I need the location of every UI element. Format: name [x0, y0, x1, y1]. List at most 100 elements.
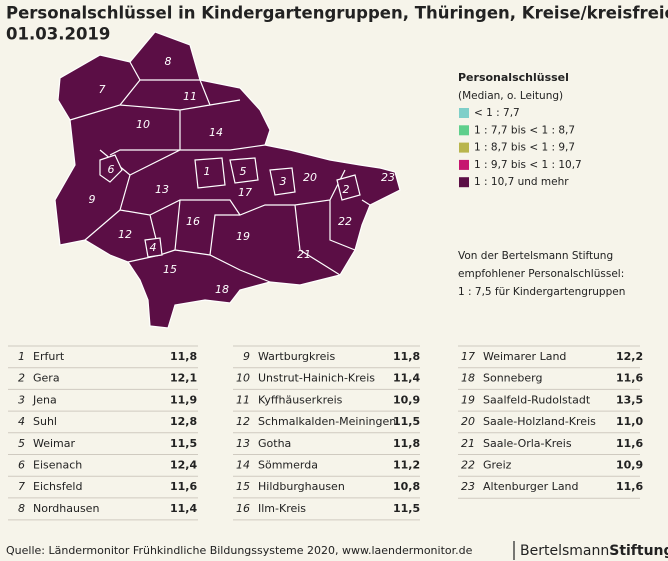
- row-name: Greiz: [483, 459, 512, 472]
- row-name: Saalfeld-Rudolstadt: [483, 393, 591, 406]
- row-value: 11,4: [170, 502, 197, 515]
- row-value: 10,8: [393, 480, 420, 493]
- row-number: 6: [18, 459, 25, 472]
- row-value: 11,8: [393, 350, 420, 363]
- row-number: 10: [236, 372, 250, 385]
- map-label: 6: [108, 163, 115, 176]
- map-label: 3: [280, 175, 287, 188]
- row-value: 11,9: [170, 393, 197, 406]
- brand: BertelsmannStiftung: [520, 543, 668, 559]
- row-number: 22: [461, 459, 475, 472]
- row-number: 2: [18, 372, 25, 385]
- row-number: 5: [18, 437, 25, 450]
- row-name: Schmalkalden-Meiningen: [258, 415, 396, 428]
- row-value: 11,0: [616, 415, 643, 428]
- note-line: empfohlener Personalschlüssel:: [458, 268, 624, 280]
- row-value: 10,9: [393, 393, 420, 406]
- row-name: Saale-Holzland-Kreis: [483, 415, 596, 428]
- row-value: 11,5: [393, 502, 420, 515]
- map: [54, 31, 401, 329]
- row-number: 8: [18, 502, 25, 515]
- legend-swatch: [459, 177, 469, 188]
- map-city: [194, 157, 226, 189]
- title: Personalschlüssel in Kindergartengruppen…: [6, 4, 668, 23]
- map-label: 13: [155, 183, 169, 196]
- map-label: 7: [99, 83, 106, 96]
- legend-label: 1 : 9,7 bis < 1 : 10,7: [474, 159, 582, 171]
- brand-a: Bertelsmann: [520, 543, 609, 559]
- row-value: 11,2: [393, 459, 420, 472]
- map-city: [144, 237, 163, 258]
- row-value: 10,9: [616, 459, 643, 472]
- legend-swatch: [459, 108, 469, 118]
- row-value: 11,6: [170, 480, 197, 493]
- row-name: Sonneberg: [483, 372, 543, 385]
- row-number: 23: [461, 480, 475, 493]
- row-value: 12,4: [170, 459, 197, 472]
- map-label: 2: [343, 183, 350, 196]
- note-line: 1 : 7,5 für Kindergartengruppen: [458, 286, 625, 298]
- map-label: 11: [183, 90, 197, 103]
- map-label: 8: [165, 55, 172, 68]
- row-number: 14: [236, 459, 250, 472]
- row-value: 11,8: [393, 437, 420, 450]
- row-number: 15: [236, 480, 250, 493]
- row-number: 1: [18, 350, 25, 363]
- row-name: Nordhausen: [33, 502, 99, 515]
- row-name: Saale-Orla-Kreis: [483, 437, 572, 450]
- map-city: [229, 157, 259, 184]
- row-number: 21: [461, 437, 475, 450]
- row-name: Gera: [33, 372, 60, 385]
- row-number: 4: [18, 415, 25, 428]
- map-label: 10: [136, 118, 150, 131]
- row-name: Unstrut-Hainich-Kreis: [258, 372, 375, 385]
- legend-swatch: [459, 142, 469, 153]
- row-number: 3: [18, 393, 25, 406]
- row-name: Suhl: [33, 415, 57, 428]
- legend-label: 1 : 7,7 bis < 1 : 8,7: [474, 124, 575, 136]
- row-value: 11,6: [616, 372, 643, 385]
- row-value: 12,8: [170, 415, 197, 428]
- row-number: 13: [236, 437, 250, 450]
- row-name: Erfurt: [33, 350, 65, 363]
- row-value: 13,5: [616, 393, 643, 406]
- row-name: Weimarer Land: [483, 350, 566, 363]
- map-label: 18: [215, 283, 229, 296]
- map-label: 19: [236, 230, 250, 243]
- row-name: Jena: [32, 393, 57, 406]
- row-value: 11,8: [170, 350, 197, 363]
- map-label: 21: [297, 248, 311, 261]
- map-label: 1: [204, 165, 211, 178]
- row-value: 11,4: [393, 372, 420, 385]
- map-city: [269, 167, 296, 196]
- row-number: 9: [243, 350, 250, 363]
- map-label: 14: [209, 126, 223, 139]
- row-number: 11: [236, 393, 250, 406]
- map-label: 15: [163, 263, 177, 276]
- row-number: 12: [236, 415, 250, 428]
- legend-label: 1 : 8,7 bis < 1 : 9,7: [474, 142, 575, 154]
- map-label: 17: [238, 186, 252, 199]
- legend-swatch: [459, 159, 469, 170]
- row-value: 12,2: [616, 350, 643, 363]
- row-name: Wartburgkreis: [258, 350, 335, 363]
- legend-label: < 1 : 7,7: [474, 107, 520, 119]
- map-label: 9: [89, 193, 96, 206]
- row-value: 12,1: [170, 372, 197, 385]
- legend-title: Personalschlüssel: [458, 71, 569, 84]
- row-name: Hildburghausen: [258, 480, 345, 493]
- legend-swatch: [459, 125, 469, 136]
- title: 01.03.2019: [6, 25, 110, 44]
- row-number: 20: [461, 415, 475, 428]
- row-number: 7: [18, 480, 25, 493]
- map-label: 16: [186, 215, 200, 228]
- map-label: 5: [240, 165, 247, 178]
- row-name: Sömmerda: [258, 459, 318, 472]
- row-value: 11,6: [616, 437, 643, 450]
- legend-subtitle: (Median, o. Leitung): [458, 90, 563, 102]
- map-label: 12: [118, 228, 132, 241]
- row-name: Kyffhäuserkreis: [258, 393, 343, 406]
- map-label: 20: [303, 171, 317, 184]
- map-city: [336, 174, 361, 201]
